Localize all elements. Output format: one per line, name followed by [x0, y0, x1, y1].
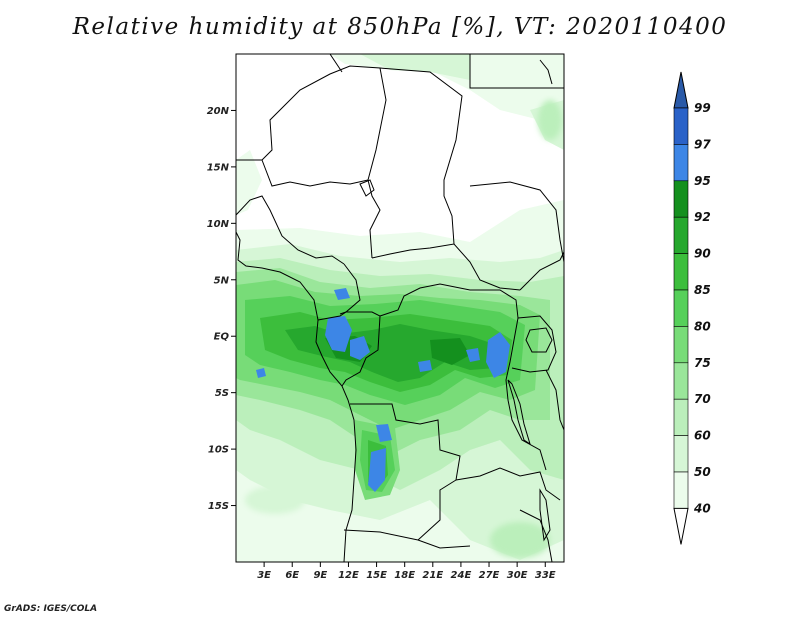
- border-tanzania: [545, 369, 564, 431]
- lake-victoria: [525, 327, 553, 353]
- border-ethiopia: [469, 181, 564, 263]
- latitude-ticks: 20N 15N 10N 5N EQ 5S 10S 15S: [207, 106, 236, 512]
- lat-tick-label: 10N: [207, 219, 230, 230]
- lake-tanganyika: [507, 379, 531, 446]
- border-egypt-sudan: [469, 54, 564, 89]
- border-congo-gabon: [317, 311, 381, 387]
- colorbar-top-triangle: [673, 71, 689, 109]
- border-zambia: [455, 467, 561, 501]
- lat-tick-label: 20N: [207, 106, 230, 117]
- colorbar-label: 60: [694, 429, 711, 443]
- border-angola-north: [350, 403, 461, 541]
- colorbar-label: 75: [694, 356, 711, 370]
- colorbar: 99 97 95 92 90 85 80 75 70 60 50 40: [673, 71, 711, 545]
- lon-tick-label: 15E: [366, 570, 387, 581]
- rh-95-patch-7: [376, 424, 392, 442]
- credit-text: GrADS: IGES/COLA: [4, 604, 98, 614]
- border-niger-chad: [261, 159, 369, 187]
- rh-95-patch-1: [325, 316, 352, 352]
- lon-tick-label: 24E: [451, 570, 472, 581]
- colorbar-segment: [673, 253, 689, 291]
- colorbar-label: 50: [694, 465, 711, 479]
- border-angola-south: [343, 529, 471, 549]
- colorbar-segment: [673, 435, 689, 473]
- border-mozambique: [519, 509, 553, 562]
- lon-tick-label: 33E: [535, 570, 556, 581]
- rh-95-patch-2: [350, 336, 370, 360]
- colorbar-label: 90: [694, 247, 711, 261]
- rh-95-patch-6: [368, 448, 386, 492]
- colorbar-label: 85: [694, 283, 711, 297]
- lake-chad: [359, 179, 375, 197]
- lon-tick-label: 21E: [422, 570, 443, 581]
- red-sea-coast: [539, 59, 553, 85]
- colorbar-label: 80: [694, 319, 711, 333]
- lat-tick-label: EQ: [214, 332, 230, 343]
- colorbar-label: 95: [694, 174, 711, 188]
- colorbar-segment: [673, 144, 689, 182]
- rh-50-dapple-1: [245, 486, 305, 514]
- colorbar-segment: [673, 398, 689, 436]
- colorbar-label: 92: [694, 210, 711, 224]
- border-chad-sudan: [379, 67, 463, 245]
- country-borders: [236, 54, 564, 562]
- coastline-west: [236, 231, 357, 562]
- colorbar-label: 97: [694, 137, 711, 151]
- lon-tick-label: 27E: [479, 570, 500, 581]
- border-uganda-kenya: [511, 315, 557, 373]
- border-car-south: [371, 243, 521, 291]
- colorbar-label: 40: [693, 501, 711, 515]
- rh-95-patch-3: [334, 288, 350, 300]
- lon-tick-label: 12E: [338, 570, 359, 581]
- colorbar-bottom-triangle: [673, 507, 689, 545]
- lon-tick-label: 9E: [313, 570, 327, 581]
- lat-tick-label: 5N: [214, 275, 230, 286]
- lat-tick-label: 10S: [208, 445, 229, 456]
- rh-95-patch-5: [466, 348, 480, 362]
- lat-tick-label: 5S: [215, 388, 229, 399]
- rh-95-patch-4: [486, 332, 510, 378]
- rh-50-dapple-3: [538, 100, 562, 140]
- colorbar-segment: [673, 289, 689, 327]
- border-drc-north: [379, 283, 519, 319]
- rh-50-north: [360, 54, 470, 80]
- lat-tick-label: 15S: [208, 501, 229, 512]
- colorbar-segment: [673, 216, 689, 254]
- colorbar-segment: [673, 107, 689, 145]
- chart-title: Relative humidity at 850hPa [%], VT: 202…: [72, 14, 728, 40]
- border-north-1: [329, 54, 343, 73]
- map-frame: [235, 53, 565, 563]
- rh-50-dapple-2: [490, 522, 550, 558]
- colorbar-segment: [673, 362, 689, 400]
- border-drc-east: [505, 317, 547, 471]
- colorbar-segment: [673, 180, 689, 218]
- longitude-ticks: 3E 6E 9E 12E 15E 18E 21E 24E 27E 30E 33E: [257, 562, 556, 581]
- colorbar-segment: [673, 471, 689, 509]
- rh-92-east: [430, 338, 470, 365]
- colorbar-label: 99: [694, 101, 711, 115]
- lat-tick-label: 15N: [207, 162, 230, 173]
- colorbar-segment: [673, 326, 689, 364]
- lon-tick-label: 30E: [507, 570, 528, 581]
- border-south-sudan: [519, 251, 564, 291]
- lake-malawi: [539, 488, 551, 542]
- colorbar-label: 70: [694, 392, 711, 406]
- rh-95-patch-8: [256, 368, 266, 378]
- border-cameroon-car: [339, 263, 361, 315]
- lon-tick-label: 3E: [257, 570, 271, 581]
- border-nigeria: [236, 195, 345, 265]
- lon-tick-label: 18E: [394, 570, 415, 581]
- lon-tick-label: 6E: [285, 570, 299, 581]
- rh-40-field-north: [330, 54, 564, 140]
- rh-95-patch-9: [418, 360, 432, 372]
- rh-40-field-west: [236, 150, 262, 215]
